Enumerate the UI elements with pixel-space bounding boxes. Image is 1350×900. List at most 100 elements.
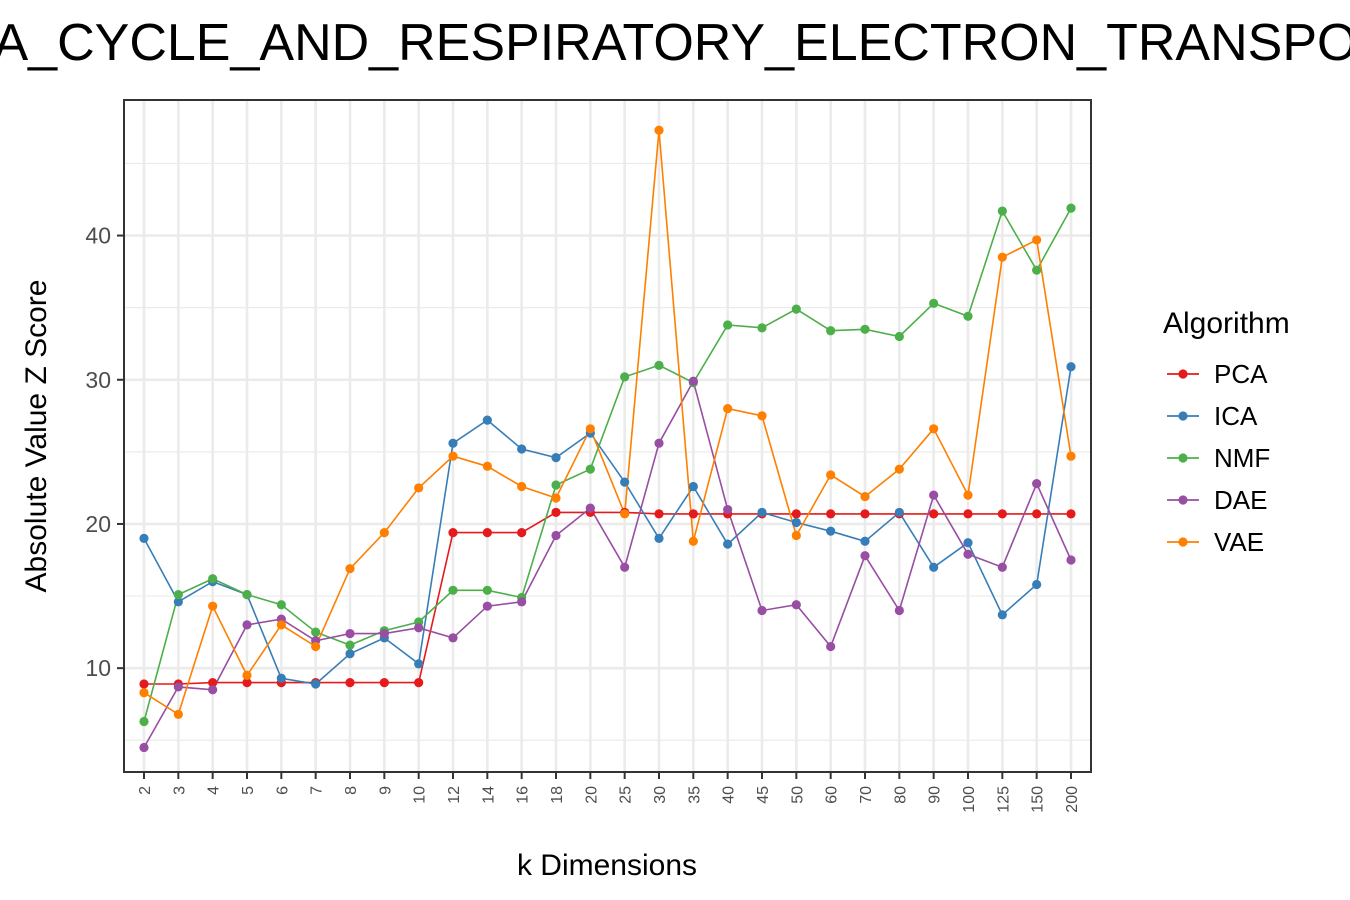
data-point-dae bbox=[723, 504, 733, 515]
data-point-nmf bbox=[173, 590, 183, 600]
data-point-nmf bbox=[448, 585, 458, 595]
data-point-nmf bbox=[585, 464, 595, 474]
x-tick-label: 18 bbox=[549, 786, 566, 804]
data-point-vae bbox=[379, 528, 389, 538]
data-point-dae bbox=[585, 503, 595, 513]
x-tick-label: 6 bbox=[274, 786, 291, 795]
data-point-ica bbox=[894, 507, 904, 518]
data-point-vae bbox=[654, 125, 664, 135]
data-point-ica bbox=[723, 539, 733, 549]
data-point-pca bbox=[1032, 509, 1042, 519]
data-point-pca bbox=[242, 677, 252, 688]
data-point-dae bbox=[757, 605, 767, 616]
data-point-vae bbox=[208, 601, 218, 611]
data-point-nmf bbox=[208, 574, 218, 584]
series-line-nmf bbox=[143, 207, 1072, 722]
data-point-vae bbox=[551, 493, 561, 503]
data-point-dae bbox=[963, 549, 973, 559]
data-point-vae bbox=[448, 451, 458, 461]
data-point-nmf bbox=[1066, 203, 1076, 213]
data-point-pca bbox=[379, 677, 389, 688]
data-point-vae bbox=[311, 641, 321, 652]
data-point-nmf bbox=[791, 304, 801, 314]
data-point-nmf bbox=[242, 590, 252, 600]
data-point-nmf bbox=[311, 627, 321, 637]
x-tick-label: 14 bbox=[480, 786, 497, 804]
data-point-dae bbox=[482, 601, 492, 611]
x-tick-label: 2 bbox=[137, 786, 154, 795]
chart-title: TCA_CYCLE_AND_RESPIRATORY_ELECTRON_TRANS… bbox=[0, 14, 1350, 72]
data-point-vae bbox=[1032, 235, 1042, 245]
data-point-pca bbox=[208, 677, 218, 688]
data-point-nmf bbox=[963, 311, 973, 321]
data-point-ica bbox=[311, 679, 321, 689]
data-point-pca bbox=[654, 509, 664, 519]
data-point-nmf bbox=[654, 360, 664, 370]
data-point-vae bbox=[482, 461, 492, 471]
data-point-nmf bbox=[551, 480, 561, 490]
x-tick-label: 40 bbox=[721, 786, 738, 804]
data-point-vae bbox=[757, 411, 767, 421]
data-point-dae bbox=[791, 600, 801, 610]
data-point-ica bbox=[173, 597, 183, 607]
data-point-nmf bbox=[860, 324, 870, 334]
data-point-dae bbox=[1066, 555, 1076, 565]
data-point-vae bbox=[414, 483, 424, 493]
data-point-pca bbox=[826, 509, 836, 519]
data-point-pca bbox=[482, 528, 492, 538]
data-point-nmf bbox=[276, 600, 286, 610]
x-tick-label: 35 bbox=[686, 786, 703, 804]
legend-key-point bbox=[1178, 495, 1188, 505]
data-point-dae bbox=[345, 628, 355, 639]
data-point-vae bbox=[963, 490, 973, 500]
y-tick-label: 10 bbox=[85, 655, 111, 681]
data-point-dae bbox=[448, 633, 458, 643]
data-point-ica bbox=[860, 536, 870, 546]
data-point-ica bbox=[1032, 579, 1042, 590]
data-point-pca bbox=[448, 528, 458, 538]
data-point-pca bbox=[791, 509, 801, 519]
data-point-ica bbox=[448, 438, 458, 448]
data-point-dae bbox=[173, 682, 183, 692]
data-point-pca bbox=[860, 509, 870, 519]
x-tick-label: 45 bbox=[755, 786, 772, 804]
data-point-nmf bbox=[929, 298, 939, 308]
data-point-nmf bbox=[345, 640, 355, 650]
data-point-dae bbox=[551, 530, 561, 541]
x-tick-label: 150 bbox=[1030, 786, 1047, 813]
data-point-dae bbox=[139, 742, 149, 753]
legend-key-point bbox=[1178, 537, 1188, 547]
data-point-dae bbox=[620, 562, 630, 572]
data-point-ica bbox=[929, 562, 939, 572]
data-point-vae bbox=[860, 491, 870, 502]
data-point-dae bbox=[242, 620, 252, 630]
data-point-nmf bbox=[997, 206, 1007, 216]
plot-border bbox=[123, 99, 1092, 773]
data-point-pca bbox=[414, 677, 424, 688]
data-point-vae bbox=[276, 620, 286, 630]
data-point-vae bbox=[1066, 451, 1076, 461]
legend-key-point bbox=[1178, 411, 1188, 421]
series-line-dae bbox=[143, 379, 1072, 748]
data-point-ica bbox=[654, 533, 664, 543]
y-tick-label: 40 bbox=[85, 223, 111, 249]
data-point-ica bbox=[482, 415, 492, 425]
series-line-pca bbox=[144, 511, 1071, 685]
grid bbox=[124, 100, 1091, 772]
series-group bbox=[139, 125, 1076, 753]
x-tick-label: 100 bbox=[961, 786, 978, 813]
x-tick-label: 9 bbox=[377, 786, 394, 795]
data-point-pca bbox=[139, 679, 149, 689]
legend-key-point bbox=[1178, 453, 1188, 463]
x-tick-label: 16 bbox=[515, 786, 532, 804]
data-point-dae bbox=[379, 628, 389, 639]
data-point-ica bbox=[620, 477, 630, 487]
x-tick-label: 80 bbox=[892, 786, 909, 804]
data-point-dae bbox=[208, 685, 218, 695]
legend-label-nmf: NMF bbox=[1214, 443, 1270, 473]
data-point-vae bbox=[791, 530, 801, 541]
data-point-ica bbox=[963, 538, 973, 548]
data-point-dae bbox=[894, 605, 904, 616]
data-point-pca bbox=[345, 677, 355, 688]
